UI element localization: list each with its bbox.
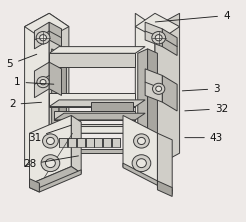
Polygon shape	[157, 133, 172, 191]
Circle shape	[46, 159, 55, 168]
Polygon shape	[123, 163, 157, 185]
Polygon shape	[157, 181, 172, 196]
Circle shape	[155, 35, 162, 41]
Polygon shape	[138, 49, 148, 149]
Polygon shape	[25, 13, 69, 40]
Polygon shape	[145, 69, 162, 102]
Polygon shape	[52, 49, 59, 149]
Circle shape	[137, 159, 146, 168]
Polygon shape	[30, 115, 71, 184]
Circle shape	[134, 134, 149, 148]
Circle shape	[132, 155, 151, 172]
Polygon shape	[91, 102, 133, 111]
Polygon shape	[148, 49, 157, 149]
Circle shape	[153, 83, 165, 94]
Text: 28: 28	[23, 156, 78, 169]
Text: 31: 31	[28, 125, 71, 143]
Circle shape	[40, 79, 46, 85]
Polygon shape	[123, 166, 172, 191]
Circle shape	[156, 86, 162, 91]
Polygon shape	[30, 179, 39, 192]
Polygon shape	[49, 100, 145, 107]
Polygon shape	[49, 62, 62, 95]
Polygon shape	[86, 137, 93, 147]
Circle shape	[43, 134, 58, 148]
Polygon shape	[155, 13, 180, 166]
Circle shape	[36, 32, 50, 44]
Polygon shape	[49, 93, 135, 107]
Polygon shape	[30, 180, 39, 192]
Circle shape	[138, 137, 145, 145]
Polygon shape	[49, 53, 135, 67]
Polygon shape	[34, 22, 49, 49]
Polygon shape	[34, 62, 49, 98]
Text: 1: 1	[14, 77, 54, 87]
Text: 32: 32	[185, 104, 228, 114]
Text: 3: 3	[182, 84, 220, 94]
Circle shape	[37, 77, 49, 88]
Polygon shape	[103, 137, 111, 147]
Polygon shape	[49, 127, 145, 133]
Polygon shape	[135, 13, 180, 40]
Text: 43: 43	[185, 133, 223, 143]
Circle shape	[41, 155, 60, 172]
Polygon shape	[157, 183, 172, 194]
Polygon shape	[54, 113, 145, 120]
Polygon shape	[59, 53, 66, 153]
Polygon shape	[59, 137, 67, 147]
Polygon shape	[77, 137, 85, 147]
Text: 5: 5	[7, 54, 37, 69]
Polygon shape	[30, 166, 81, 191]
Polygon shape	[112, 137, 120, 147]
Polygon shape	[71, 115, 81, 173]
Polygon shape	[162, 29, 177, 56]
Circle shape	[152, 32, 166, 44]
Polygon shape	[49, 47, 145, 53]
Polygon shape	[54, 149, 140, 153]
Polygon shape	[25, 13, 49, 166]
Circle shape	[46, 137, 54, 145]
Polygon shape	[39, 170, 81, 192]
Polygon shape	[49, 124, 135, 133]
Polygon shape	[123, 115, 157, 184]
Polygon shape	[162, 75, 177, 111]
Polygon shape	[135, 13, 155, 166]
Polygon shape	[68, 137, 76, 147]
Text: 4: 4	[155, 10, 230, 22]
Polygon shape	[49, 13, 69, 166]
Circle shape	[40, 35, 46, 41]
Polygon shape	[145, 22, 162, 47]
Text: 2: 2	[9, 99, 42, 109]
Polygon shape	[94, 137, 102, 147]
Polygon shape	[54, 111, 135, 120]
Polygon shape	[49, 22, 62, 47]
